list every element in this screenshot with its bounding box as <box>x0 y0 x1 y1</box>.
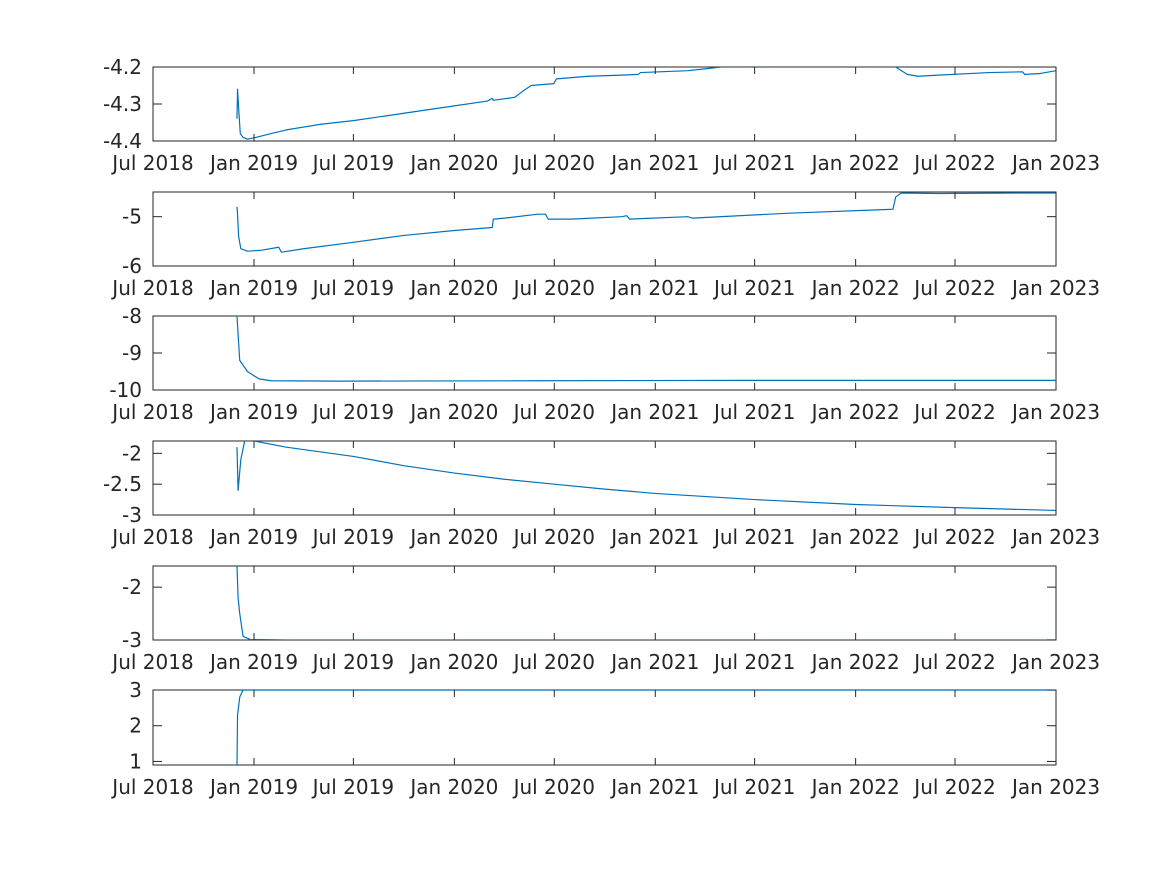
x-tick-label: Jul 2022 <box>912 650 995 674</box>
x-tick-label: Jan 2021 <box>609 400 699 424</box>
y-tick-label: -9 <box>122 341 142 365</box>
x-tick-label: Jul 2018 <box>110 400 193 424</box>
series-line-1 <box>236 690 1056 765</box>
x-tick-label: Jul 2019 <box>311 151 394 175</box>
x-tick-label: Jan 2020 <box>408 276 498 300</box>
x-tick-label: Jul 2022 <box>912 525 995 549</box>
y-tick-label: -6 <box>122 254 142 278</box>
y-tick-label: -4.2 <box>103 55 142 79</box>
x-tick-label: Jul 2022 <box>912 775 995 799</box>
series-line-1 <box>236 441 1056 512</box>
x-tick-label: Jul 2018 <box>110 650 193 674</box>
subplot-4: Jul 2018 Jan 2019 Jul 2019 Jan 2020 Jul 2020… <box>103 440 1100 549</box>
x-tick-label: Jul 2022 <box>912 400 995 424</box>
x-tick-label: Jan 2021 <box>609 650 699 674</box>
y-tick-label: -2.5 <box>103 472 142 496</box>
axes-box <box>152 440 1057 516</box>
x-tick-label: Jul 2021 <box>712 276 795 300</box>
series-line-1 <box>236 566 1056 640</box>
y-tick-label: 3 <box>129 678 142 702</box>
x-tick-label: Jan 2022 <box>810 525 900 549</box>
axes-box <box>152 191 1057 267</box>
subplot-6: Jul 2018 Jan 2019 Jul 2019 Jan 2020 Jul 2020… <box>110 678 1100 799</box>
y-tick-label: -3 <box>122 628 142 652</box>
y-tick-label: -5 <box>122 205 142 229</box>
series-line-1 <box>236 67 1056 140</box>
x-tick-label: Jan 2019 <box>208 400 298 424</box>
y-tick-label: -10 <box>109 378 142 402</box>
x-tick-label: Jul 2021 <box>712 650 795 674</box>
x-tick-label: Jul 2019 <box>311 525 394 549</box>
y-tick-label: -2 <box>122 575 142 599</box>
x-tick-label: Jul 2018 <box>110 151 193 175</box>
y-tick-label: -3 <box>122 503 142 527</box>
x-tick-label: Jan 2020 <box>408 650 498 674</box>
x-tick-label: Jan 2019 <box>208 151 298 175</box>
x-tick-label: Jan 2019 <box>208 775 298 799</box>
subplot-5: Jul 2018 Jan 2019 Jul 2019 Jan 2020 Jul 2020… <box>110 565 1100 674</box>
x-tick-label: Jan 2020 <box>408 151 498 175</box>
x-tick-label: Jan 2023 <box>1010 650 1100 674</box>
series-line-1 <box>236 316 1056 382</box>
subplot-3: Jul 2018 Jan 2019 Jul 2019 Jan 2020 Jul 2020… <box>109 304 1100 424</box>
series-line-1 <box>236 192 1056 253</box>
x-tick-label: Jan 2021 <box>609 276 699 300</box>
x-tick-label: Jan 2022 <box>810 276 900 300</box>
y-tick-label: -4.4 <box>103 129 142 153</box>
x-tick-label: Jul 2020 <box>512 276 595 300</box>
axes-box <box>152 565 1057 641</box>
x-tick-label: Jan 2019 <box>208 650 298 674</box>
x-tick-label: Jul 2019 <box>311 775 394 799</box>
x-tick-label: Jan 2022 <box>810 775 900 799</box>
axes-box <box>152 66 1057 142</box>
x-tick-label: Jul 2021 <box>712 400 795 424</box>
subplot-2: Jul 2018 Jan 2019 Jul 2019 Jan 2020 Jul 2020… <box>110 191 1100 300</box>
y-tick-label: -4.3 <box>103 92 142 116</box>
x-tick-label: Jul 2021 <box>712 775 795 799</box>
x-tick-label: Jan 2021 <box>609 151 699 175</box>
y-tick-label: 2 <box>129 714 142 738</box>
x-tick-label: Jan 2023 <box>1010 151 1100 175</box>
axes-box <box>152 689 1057 766</box>
x-tick-label: Jan 2019 <box>208 276 298 300</box>
y-tick-label: 1 <box>129 749 142 773</box>
x-tick-label: Jan 2021 <box>609 775 699 799</box>
subplot-1: Jul 2018 Jan 2019 Jul 2019 Jan 2020 Jul 2020… <box>103 55 1100 175</box>
x-tick-label: Jul 2020 <box>512 775 595 799</box>
x-tick-label: Jul 2020 <box>512 525 595 549</box>
x-tick-label: Jul 2021 <box>712 151 795 175</box>
x-tick-label: Jul 2018 <box>110 276 193 300</box>
x-tick-label: Jan 2022 <box>810 400 900 424</box>
x-tick-label: Jan 2023 <box>1010 400 1100 424</box>
axes-box <box>152 315 1057 391</box>
x-tick-label: Jul 2022 <box>912 151 995 175</box>
x-tick-label: Jul 2019 <box>311 650 394 674</box>
x-tick-label: Jan 2020 <box>408 775 498 799</box>
x-tick-label: Jul 2019 <box>311 276 394 300</box>
x-tick-label: Jan 2023 <box>1010 276 1100 300</box>
x-tick-label: Jan 2020 <box>408 400 498 424</box>
x-tick-label: Jan 2022 <box>810 650 900 674</box>
x-tick-label: Jan 2023 <box>1010 775 1100 799</box>
x-tick-label: Jul 2020 <box>512 400 595 424</box>
x-tick-label: Jul 2020 <box>512 151 595 175</box>
x-tick-label: Jan 2023 <box>1010 525 1100 549</box>
y-tick-label: -2 <box>122 441 142 465</box>
x-tick-label: Jul 2021 <box>712 525 795 549</box>
x-tick-label: Jul 2019 <box>311 400 394 424</box>
x-tick-label: Jul 2022 <box>912 276 995 300</box>
x-tick-label: Jan 2022 <box>810 151 900 175</box>
x-tick-label: Jan 2020 <box>408 525 498 549</box>
x-tick-label: Jul 2020 <box>512 650 595 674</box>
y-tick-label: -8 <box>122 304 142 328</box>
x-tick-label: Jul 2018 <box>110 525 193 549</box>
x-tick-label: Jul 2018 <box>110 775 193 799</box>
x-tick-label: Jan 2019 <box>208 525 298 549</box>
x-tick-label: Jan 2021 <box>609 525 699 549</box>
